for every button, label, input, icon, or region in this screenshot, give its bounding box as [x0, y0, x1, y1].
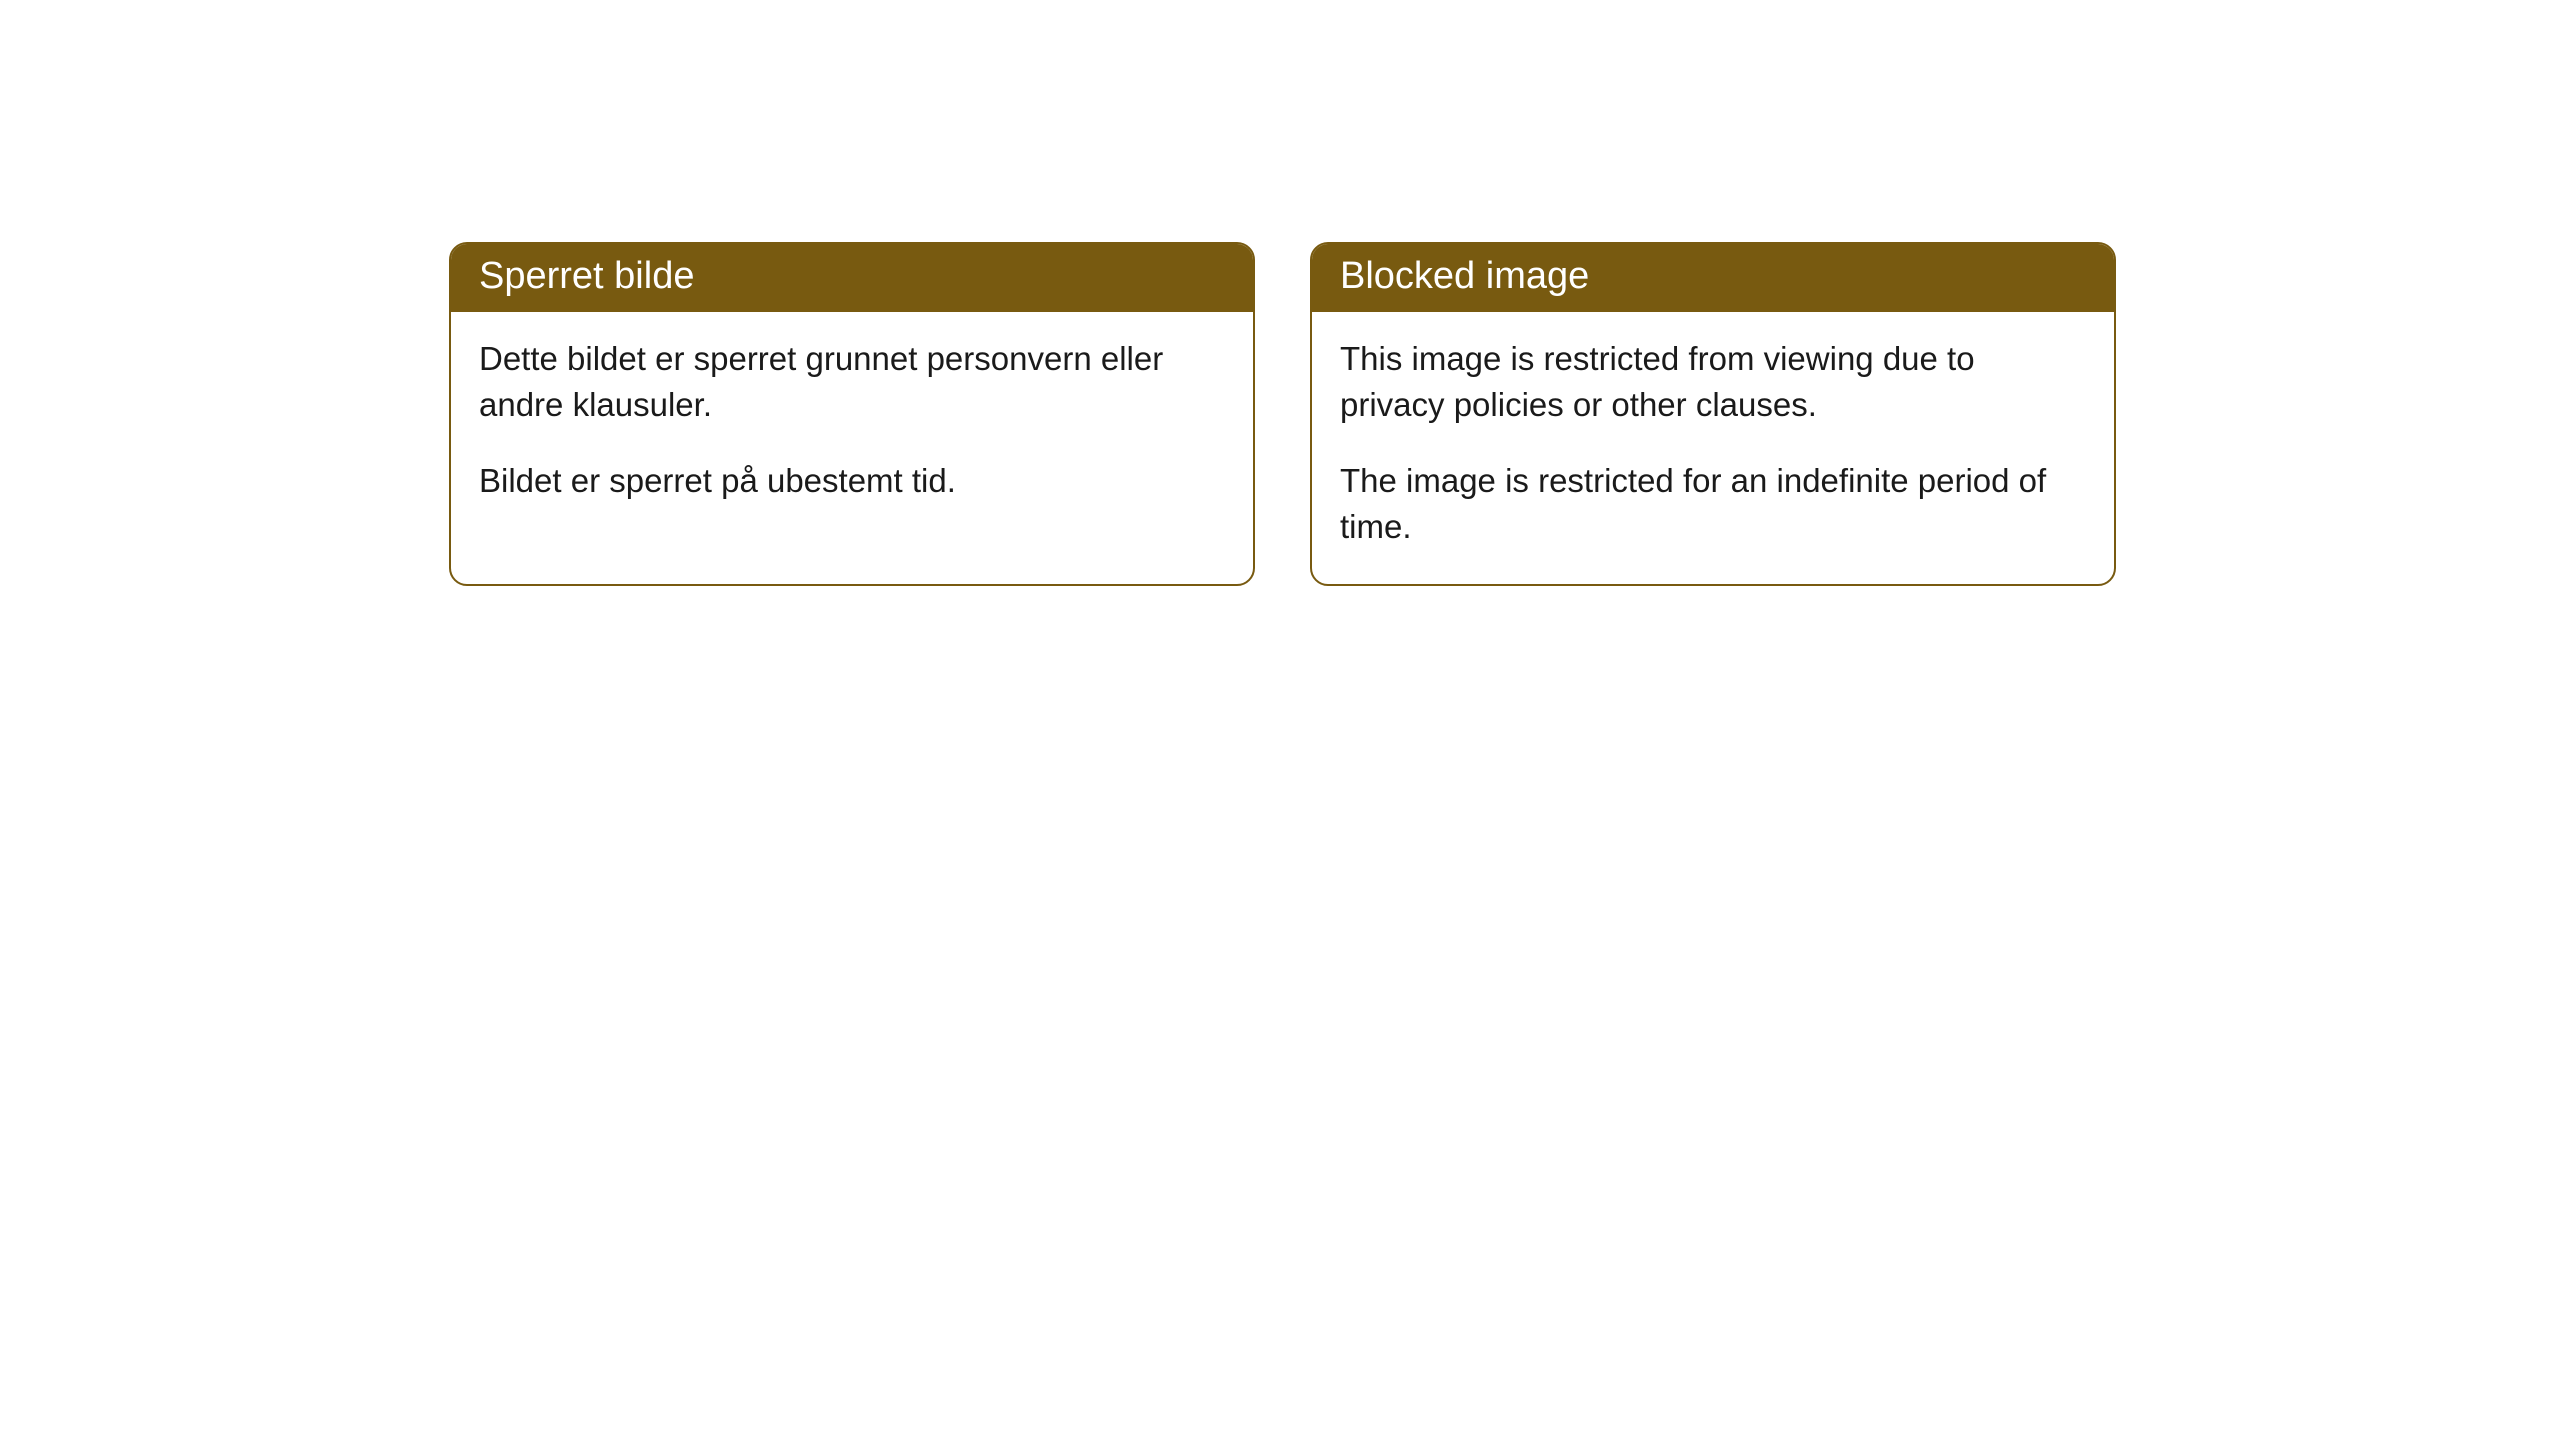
card-header: Blocked image	[1312, 244, 2114, 312]
card-paragraph: Bildet er sperret på ubestemt tid.	[479, 458, 1225, 504]
notice-card-english: Blocked image This image is restricted f…	[1310, 242, 2116, 586]
card-paragraph: The image is restricted for an indefinit…	[1340, 458, 2086, 550]
card-header: Sperret bilde	[451, 244, 1253, 312]
notice-cards-row: Sperret bilde Dette bildet er sperret gr…	[449, 242, 2560, 586]
card-title: Blocked image	[1340, 255, 1589, 297]
card-paragraph: This image is restricted from viewing du…	[1340, 336, 2086, 428]
card-body: This image is restricted from viewing du…	[1312, 312, 2114, 585]
card-paragraph: Dette bildet er sperret grunnet personve…	[479, 336, 1225, 428]
notice-card-norwegian: Sperret bilde Dette bildet er sperret gr…	[449, 242, 1255, 586]
card-title: Sperret bilde	[479, 255, 694, 297]
card-body: Dette bildet er sperret grunnet personve…	[451, 312, 1253, 539]
